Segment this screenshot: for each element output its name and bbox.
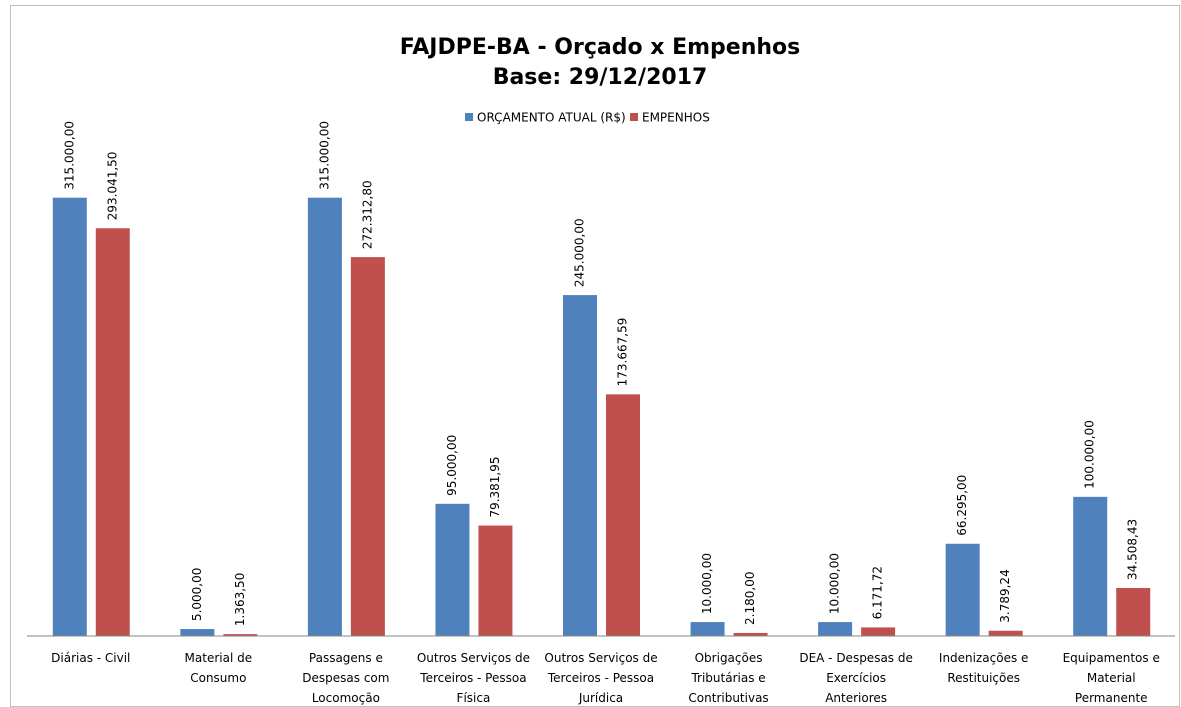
x-tick-label: Outros Serviços de Terceiros - Pessoa Físi… (417, 651, 530, 705)
value-label: 315.000,00 (62, 121, 76, 190)
x-tick-label-line: Física (457, 691, 491, 705)
bar (435, 503, 470, 636)
bar (861, 627, 896, 636)
bar (52, 197, 87, 636)
legend-label: EMPENHOS (642, 111, 710, 125)
value-label: 2.180,00 (743, 572, 757, 625)
x-tick-label-line: Permanente (1075, 691, 1148, 705)
bar (818, 622, 853, 636)
x-tick-label-line: Terceiros - Pessoa (547, 671, 654, 685)
x-tick-label-line: Material (1087, 671, 1136, 685)
x-tick-label-line: Consumo (190, 671, 246, 685)
value-label: 293.041,50 (105, 152, 119, 221)
bar (307, 197, 342, 636)
legend-swatch (630, 113, 638, 121)
value-label: 10.000,00 (828, 553, 842, 614)
bar (95, 228, 130, 637)
value-label: 173.667,59 (616, 318, 630, 387)
x-tick-label: Equipamentos e Material Permanente (1063, 651, 1160, 705)
bar (563, 295, 597, 636)
bar (223, 634, 258, 636)
bar (945, 543, 980, 636)
x-tick-label-line: Outros Serviços de (544, 651, 657, 665)
value-label: 1.363,50 (233, 573, 247, 626)
x-tick-label-line: Anteriores (825, 691, 887, 705)
legend-label: ORÇAMENTO ATUAL (R$) (477, 111, 626, 125)
value-label: 66.295,00 (955, 475, 969, 536)
x-tick-label-line: Tributárias e (690, 671, 765, 685)
value-label: 3.789,24 (998, 569, 1012, 622)
bar (180, 629, 215, 636)
x-tick-label-line: Exercícios (826, 671, 886, 685)
x-tick-label: Outros Serviços de Terceiros - Pessoa Jurí… (544, 651, 657, 705)
value-label: 6.171,72 (871, 566, 885, 619)
x-tick-label-line: Terceiros - Pessoa (419, 671, 526, 685)
chart-subtitle: Base: 29/12/2017 (493, 65, 708, 90)
x-tick-label: Obrigações Tributárias e Contributivas (688, 651, 768, 705)
x-tick-label-line: Material de (185, 651, 253, 665)
x-tick-label-line: Contributivas (688, 691, 768, 705)
value-label: 34.508,43 (1126, 519, 1140, 580)
bar (606, 394, 640, 636)
x-tick-label-line: Indenizações e (939, 651, 1029, 665)
x-tick-label-line: Despesas com (302, 671, 389, 685)
x-tick-label-line: Obrigações (695, 651, 763, 665)
x-tick-label-line: DEA - Despesas de (799, 651, 913, 665)
x-tick-label-line: Equipamentos e (1063, 651, 1160, 665)
x-tick-label: Diárias - Civil (51, 651, 130, 665)
chart-title: FAJDPE-BA - Orçado x Empenhos (400, 35, 800, 60)
x-tick-label: DEA - Despesas de Exercícios Anteriores (799, 651, 913, 705)
bar (690, 622, 725, 636)
legend-swatch (465, 113, 473, 121)
bar (1116, 587, 1151, 636)
x-tick-label-line: Passagens e (309, 651, 383, 665)
x-tick-label-line: Outros Serviços de (417, 651, 530, 665)
value-label: 79.381,95 (488, 456, 502, 517)
bar (350, 257, 385, 636)
value-label: 245.000,00 (573, 218, 587, 287)
value-label: 315.000,00 (317, 121, 331, 190)
x-tick-label: Material de Consumo (185, 651, 253, 685)
x-tick-label-line: Jurídica (578, 691, 623, 705)
bar (478, 525, 513, 636)
value-label: 100.000,00 (1083, 420, 1097, 489)
x-tick-label-line: Diárias - Civil (51, 651, 130, 665)
bar (988, 630, 1023, 636)
bar (1073, 496, 1108, 636)
x-tick-label-line: Locomoção (312, 691, 380, 705)
value-label: 5.000,00 (190, 568, 204, 621)
x-tick-label: Passagens e Despesas com Locomoção (302, 651, 389, 705)
x-tick-label: Indenizações e Restituições (939, 651, 1029, 685)
value-label: 272.312,80 (360, 180, 374, 249)
bar (733, 632, 768, 636)
x-tick-label-line: Restituições (947, 671, 1020, 685)
value-label: 95.000,00 (445, 435, 459, 496)
value-label: 10.000,00 (700, 553, 714, 614)
